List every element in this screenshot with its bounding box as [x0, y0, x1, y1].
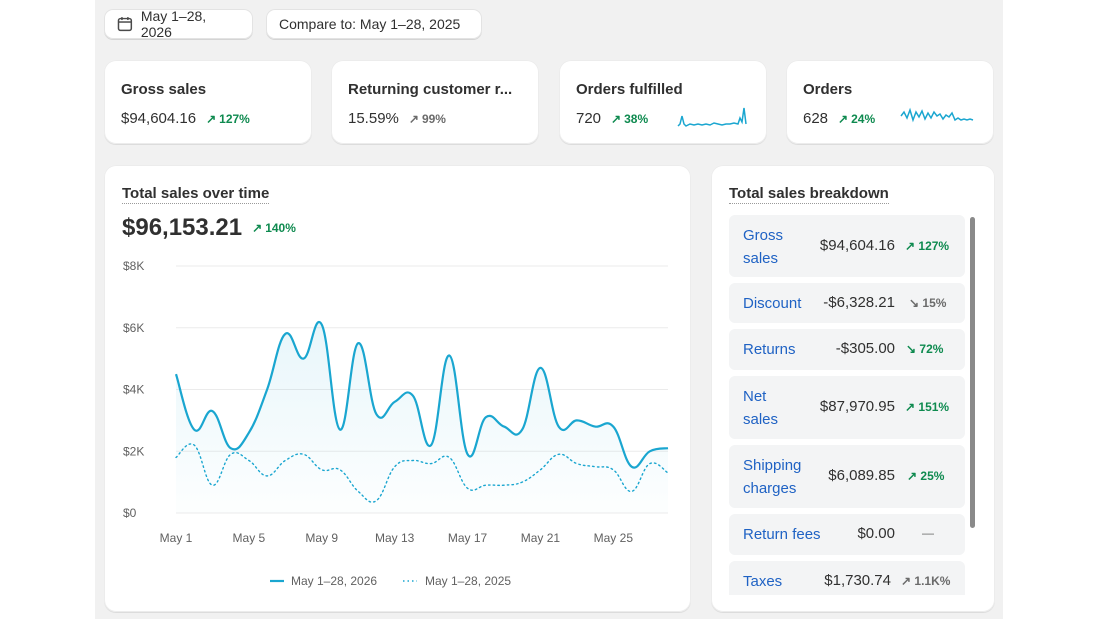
metric-title: Returning customer r... [348, 81, 513, 98]
x-tick-label: May 17 [448, 531, 488, 545]
row-label[interactable]: Taxes [743, 573, 783, 590]
metric-card-returning-customer-rate[interactable]: Returning customer r... 15.59% ↗ 99% [331, 60, 539, 144]
row-amount: -$305.00 [835, 340, 895, 357]
date-range-button[interactable]: May 1–28, 2026 [104, 8, 253, 40]
metric-title: Orders [803, 81, 853, 98]
y-tick-label: $0 [123, 506, 137, 520]
metric-delta: ↗ 99% [408, 111, 446, 126]
sales-breakdown-card: Total sales breakdown Gross sales $94,604… [711, 165, 995, 612]
metric-card-orders[interactable]: Orders 628 ↗ 24% [786, 60, 994, 144]
row-delta: ↗ 1.1K% [901, 574, 951, 588]
sales-over-time-title: Total sales over time [122, 185, 270, 204]
metric-delta: ↗ 24% [838, 111, 876, 126]
y-tick-label: $2K [123, 444, 144, 458]
legend-label-2026: May 1–28, 2026 [291, 574, 377, 588]
sales-over-time-card: Total sales over time $96,153.21 ↗ 140% $… [104, 165, 691, 612]
series-area-2026 [176, 321, 668, 513]
arrow-up-icon: ↗ [206, 111, 217, 126]
breakdown-title: Total sales breakdown [729, 185, 889, 204]
compare-button[interactable]: Compare to: May 1–28, 2025 [266, 9, 482, 39]
arrow-up-icon: ↗ [408, 111, 419, 126]
breakdown-row-net-sales[interactable]: Net sales $87,970.95 ↗ 151% [729, 376, 965, 439]
row-label[interactable]: Return fees [743, 526, 821, 543]
x-tick-label: May 9 [305, 531, 338, 545]
y-tick-label: $6K [123, 321, 144, 335]
row-amount: -$6,328.21 [823, 294, 895, 311]
x-tick-label: May 21 [521, 531, 561, 545]
x-tick-label: May 5 [233, 531, 266, 545]
chart-legend: May 1–28, 2026 May 1–28, 2025 [270, 574, 511, 588]
breakdown-row-returns[interactable]: Returns -$305.00 ↘ 72% [729, 329, 965, 370]
row-delta: ↗ 151% [905, 400, 950, 414]
row-amount: $0.00 [857, 525, 895, 542]
y-tick-label: $8K [123, 259, 144, 273]
arrow-up-icon: ↗ [838, 111, 849, 126]
date-range-label: May 1–28, 2026 [140, 8, 207, 40]
row-delta: ↗ 127% [905, 239, 950, 253]
row-delta: ↗ 25% [907, 469, 945, 483]
breakdown-list[interactable]: Gross sales $94,604.16 ↗ 127% Discount -$… [729, 215, 971, 595]
row-delta: ↘ 72% [906, 342, 944, 356]
breakdown-row-discount[interactable]: Discount -$6,328.21 ↘ 15% [729, 283, 965, 323]
metric-delta: ↗ 38% [611, 111, 649, 126]
sales-delta: ↗ 140% [252, 221, 296, 235]
series-line-2025 [175, 443, 669, 503]
calendar-icon [117, 17, 133, 32]
analytics-dashboard: May 1–28, 2026 Compare to: May 1–28, 202… [95, 0, 1003, 619]
metric-card-orders-fulfilled[interactable]: Orders fulfilled 720 ↗ 38% [559, 60, 767, 144]
metric-card-gross-sales[interactable]: Gross sales $94,604.16 ↗ 127% [104, 60, 312, 144]
row-label: Gross [743, 227, 784, 244]
metric-value: 15.59% [348, 110, 399, 127]
y-tick-label: $4K [123, 383, 144, 397]
sales-line-chart: $0 $2K $4K $6K $8K May 1 May 5 May 9 May 13 May … [123, 259, 669, 588]
orders-fulfilled-sparkline [677, 107, 747, 127]
row-label[interactable]: Returns [743, 341, 796, 358]
row-delta: — [922, 526, 934, 540]
sales-total: $96,153.21 [122, 214, 243, 241]
row-amount: $6,089.85 [828, 467, 895, 484]
row-label[interactable]: Discount [743, 295, 802, 312]
row-amount: $94,604.16 [819, 237, 895, 254]
series-line-2026 [174, 320, 669, 469]
breakdown-row-taxes[interactable]: Taxes $1,730.74 ↗ 1.1K% [729, 561, 965, 595]
metric-title: Orders fulfilled [576, 81, 683, 98]
compare-label: Compare to: May 1–28, 2025 [279, 16, 461, 32]
metric-value: 628 [803, 110, 829, 127]
x-tick-label: May 13 [375, 531, 415, 545]
metric-value: 720 [576, 110, 602, 127]
row-amount: $1,730.74 [824, 572, 891, 589]
metric-value: $94,604.16 [121, 110, 197, 127]
arrow-up-icon: ↗ [252, 221, 263, 235]
row-label: Net [743, 388, 767, 405]
breakdown-scrollbar[interactable] [970, 217, 975, 528]
arrow-up-icon: ↗ [611, 111, 622, 126]
row-label: sales [743, 250, 779, 267]
breakdown-row-gross-sales[interactable]: Gross sales $94,604.16 ↗ 127% [729, 215, 965, 277]
x-tick-label: May 25 [594, 531, 634, 545]
row-label: charges [743, 480, 797, 497]
metric-title: Gross sales [121, 81, 207, 98]
orders-sparkline [900, 107, 974, 123]
row-label: sales [743, 411, 779, 428]
breakdown-row-return-fees[interactable]: Return fees $0.00 — [729, 514, 965, 555]
breakdown-row-shipping-charges[interactable]: Shipping charges $6,089.85 ↗ 25% [729, 445, 965, 508]
legend-label-2025: May 1–28, 2025 [425, 574, 511, 588]
row-label: Shipping [743, 457, 802, 474]
metric-delta: ↗ 127% [206, 111, 250, 126]
row-delta: ↘ 15% [909, 296, 947, 310]
x-tick-label: May 1 [160, 531, 193, 545]
row-amount: $87,970.95 [819, 398, 895, 415]
